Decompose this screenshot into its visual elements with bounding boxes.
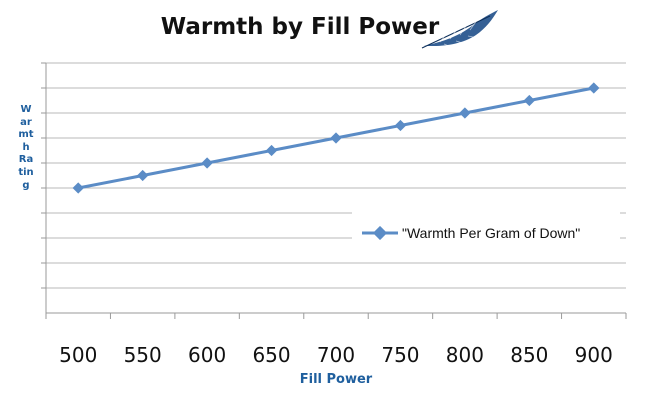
- data-point: [523, 94, 535, 107]
- axes: [45, 63, 627, 319]
- legend-swatch: [362, 226, 398, 240]
- x-tick-label: 650: [252, 343, 291, 367]
- feather-icon: [421, 10, 498, 49]
- data-point: [588, 82, 600, 94]
- x-tick-label: 600: [188, 343, 227, 367]
- x-tick-label: 750: [381, 343, 420, 367]
- data-point: [265, 144, 278, 157]
- data-point: [330, 132, 342, 144]
- x-tick-label: 850: [510, 343, 549, 367]
- x-tick-label: 900: [574, 343, 613, 367]
- x-tick-label: 500: [59, 343, 98, 367]
- x-tick-label: 800: [445, 343, 484, 367]
- x-tick-label: 550: [123, 343, 162, 367]
- data-point: [394, 119, 407, 132]
- chart-title: Warmth by Fill Power: [160, 14, 440, 40]
- data-point: [137, 169, 149, 182]
- legend: "Warmth Per Gram of Down": [352, 211, 620, 255]
- data-point: [72, 182, 84, 194]
- legend-label: "Warmth Per Gram of Down": [402, 225, 581, 241]
- x-axis-label: Fill Power: [299, 372, 373, 387]
- data-point: [459, 107, 471, 119]
- series-markers: [72, 82, 600, 194]
- x-tick-label: 700: [316, 343, 356, 367]
- y-axis-label: Warmth Rating: [18, 104, 34, 191]
- data-point: [201, 157, 213, 169]
